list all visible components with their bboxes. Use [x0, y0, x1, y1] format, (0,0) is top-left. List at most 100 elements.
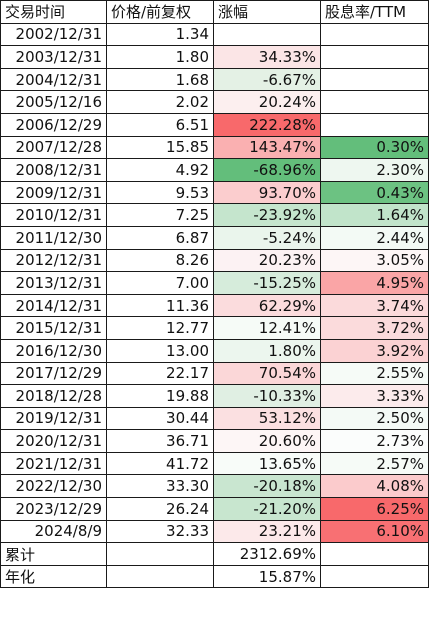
- table-body: 2002/12/31 1.34 2003/12/31 1.80 34.33% 2004/1…: [0, 22, 429, 589]
- table-row: 2016/12/30 13.00 1.80% 3.92%: [0, 338, 429, 363]
- cell-yield: 1.64%: [320, 203, 429, 227]
- summary-label: 累计: [0, 542, 107, 566]
- table-row: 2010/12/31 7.25 -23.92% 1.64%: [0, 203, 429, 227]
- header-yield: 股息率/TTM: [320, 0, 429, 24]
- cell-change: 143.47%: [213, 135, 321, 160]
- cell-change: 1.80%: [213, 338, 321, 363]
- cell-yield: 4.08%: [320, 474, 429, 499]
- cell-price: 7.00: [106, 271, 214, 295]
- cell-yield: [320, 67, 429, 92]
- cell-change: 34.33%: [213, 45, 321, 69]
- cell-price: 30.44: [106, 406, 214, 431]
- table-row: 2006/12/29 6.51 222.28%: [0, 112, 429, 137]
- cell-date: 2012/12/31: [0, 248, 107, 273]
- table-row: 2022/12/30 33.30 -20.18% 4.08%: [0, 474, 429, 499]
- cell-yield: 3.92%: [320, 338, 429, 363]
- cell-change: 23.21%: [213, 519, 321, 544]
- cell-date: 2014/12/31: [0, 293, 107, 318]
- table-row: 2014/12/31 11.36 62.29% 3.74%: [0, 293, 429, 318]
- cell-yield: 3.05%: [320, 248, 429, 273]
- cell-change: 53.12%: [213, 406, 321, 431]
- cell-change: 12.41%: [213, 316, 321, 340]
- summary-label: 年化: [0, 564, 107, 589]
- table-row: 2012/12/31 8.26 20.23% 3.05%: [0, 248, 429, 273]
- cell-change: 20.60%: [213, 429, 321, 453]
- header-date: 交易时间: [0, 0, 107, 24]
- cell-price: 32.33: [106, 519, 214, 544]
- cell-change: -10.33%: [213, 384, 321, 408]
- table-row: 2004/12/31 1.68 -6.67%: [0, 67, 429, 92]
- cell-yield: 0.30%: [320, 135, 429, 160]
- cell-date: 2020/12/31: [0, 429, 107, 453]
- cell-yield: 2.55%: [320, 361, 429, 386]
- cell-price: 6.87: [106, 225, 214, 250]
- table-row: 2002/12/31 1.34: [0, 22, 429, 47]
- cell-date: 2011/12/30: [0, 225, 107, 250]
- cell-yield: [320, 45, 429, 69]
- cell-change: 62.29%: [213, 293, 321, 318]
- cell-price: 9.53: [106, 180, 214, 205]
- cell-yield: [320, 112, 429, 137]
- cell-price: 8.26: [106, 248, 214, 273]
- cell-yield: 0.43%: [320, 180, 429, 205]
- cell-date: 2018/12/28: [0, 384, 107, 408]
- cell-yield: 2.44%: [320, 225, 429, 250]
- cell-date: 2023/12/29: [0, 497, 107, 521]
- table-row: 2013/12/31 7.00 -15.25% 4.95%: [0, 271, 429, 295]
- header-change: 涨幅: [213, 0, 321, 24]
- cell-date: 2024/8/9: [0, 519, 107, 544]
- table-row: 2007/12/28 15.85 143.47% 0.30%: [0, 135, 429, 160]
- cell-yield: 4.95%: [320, 271, 429, 295]
- cell-yield: 3.74%: [320, 293, 429, 318]
- table-row: 2009/12/31 9.53 93.70% 0.43%: [0, 180, 429, 205]
- cell-yield: [320, 90, 429, 114]
- cell-date: 2017/12/29: [0, 361, 107, 386]
- cell-price: 1.80: [106, 45, 214, 69]
- cell-price: 36.71: [106, 429, 214, 453]
- cell-price: 1.68: [106, 67, 214, 92]
- cell-change: -23.92%: [213, 203, 321, 227]
- cell-change: 93.70%: [213, 180, 321, 205]
- cell-price: 22.17: [106, 361, 214, 386]
- header-row: 交易时间 价格/前复权 涨幅 股息率/TTM: [0, 0, 429, 24]
- cell-yield: 6.10%: [320, 519, 429, 544]
- cell-date: 2003/12/31: [0, 45, 107, 69]
- cell-price: 11.36: [106, 293, 214, 318]
- table-row: 2019/12/31 30.44 53.12% 2.50%: [0, 406, 429, 431]
- summary-value: 2312.69%: [213, 542, 321, 566]
- cell-price: 41.72: [106, 451, 214, 476]
- cell-price: 4.92: [106, 158, 214, 182]
- cell-price: 12.77: [106, 316, 214, 340]
- cell-change: -68.96%: [213, 158, 321, 182]
- cell-date: 2005/12/16: [0, 90, 107, 114]
- cell-yield: 2.30%: [320, 158, 429, 182]
- table-row: 2024/8/9 32.33 23.21% 6.10%: [0, 519, 429, 544]
- cell-date: 2009/12/31: [0, 180, 107, 205]
- cell-yield: 2.50%: [320, 406, 429, 431]
- cell-price: 7.25: [106, 203, 214, 227]
- cell-price: 19.88: [106, 384, 214, 408]
- cell-date: 2019/12/31: [0, 406, 107, 431]
- cell-change: -21.20%: [213, 497, 321, 521]
- cell-date: 2006/12/29: [0, 112, 107, 137]
- cell-date: 2015/12/31: [0, 316, 107, 340]
- table-row: 2008/12/31 4.92 -68.96% 2.30%: [0, 158, 429, 182]
- table-row: 2023/12/29 26.24 -21.20% 6.25%: [0, 497, 429, 521]
- table-row: 2017/12/29 22.17 70.54% 2.55%: [0, 361, 429, 386]
- summary-row: 年化 15.87%: [0, 564, 429, 589]
- cell-date: 2022/12/30: [0, 474, 107, 499]
- cell-change: -6.67%: [213, 67, 321, 92]
- cell-price: 6.51: [106, 112, 214, 137]
- table-row: 2021/12/31 41.72 13.65% 2.57%: [0, 451, 429, 476]
- cell-change: 20.23%: [213, 248, 321, 273]
- cell-date: 2002/12/31: [0, 22, 107, 47]
- cell-date: 2010/12/31: [0, 203, 107, 227]
- cell-yield: [320, 22, 429, 47]
- cell-date: 2016/12/30: [0, 338, 107, 363]
- cell-yield: 2.57%: [320, 451, 429, 476]
- cell-price: 15.85: [106, 135, 214, 160]
- cell-price: 26.24: [106, 497, 214, 521]
- data-table: 交易时间 价格/前复权 涨幅 股息率/TTM 2002/12/31 1.34 200…: [0, 0, 429, 589]
- cell-price: 33.30: [106, 474, 214, 499]
- summary-empty-cell: [106, 564, 214, 589]
